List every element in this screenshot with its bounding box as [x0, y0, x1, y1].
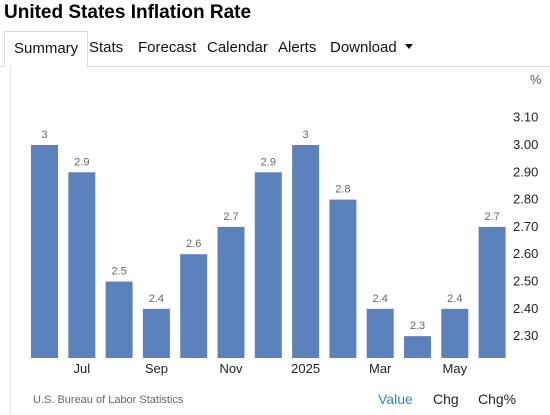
chart-bar [254, 172, 282, 358]
y-unit-label: % [530, 72, 542, 87]
chg-percent-button[interactable]: Chg% [478, 391, 517, 407]
x-tick-label: Sep [145, 361, 168, 376]
bar-data-label: 2.8 [335, 184, 350, 196]
chart-bar [68, 172, 96, 358]
x-tick-label: May [443, 361, 468, 376]
chart-bar [180, 254, 208, 358]
chart-bar [217, 226, 245, 358]
chart-bar [105, 281, 133, 358]
x-tick-label: Mar [369, 361, 392, 376]
tab-download[interactable]: Download [330, 31, 413, 67]
chart-bar [404, 336, 431, 358]
y-tick-label: 2.30 [513, 328, 538, 343]
source-label: U.S. Bureau of Labor Statistics [33, 394, 184, 406]
tab-calendar[interactable]: Calendar [207, 39, 268, 56]
y-tick-label: 2.90 [513, 164, 538, 179]
value-button[interactable]: Value [378, 391, 413, 407]
y-tick-label: 2.70 [513, 219, 538, 234]
y-tick-label: 2.50 [513, 274, 538, 289]
bar-data-label: 3 [41, 129, 47, 141]
bar-data-label: 2.6 [186, 238, 201, 250]
y-tick-label: 2.80 [513, 192, 538, 207]
chart-panel [10, 66, 550, 415]
x-tick-label: Nov [219, 361, 243, 376]
bar-data-label: 3 [303, 129, 309, 141]
bar-data-label: 2.3 [410, 320, 425, 332]
chart-bar [329, 199, 357, 358]
chart-bar [292, 144, 320, 358]
tab-alerts[interactable]: Alerts [278, 39, 317, 56]
page-title: United States Inflation Rate [4, 2, 252, 23]
chart-bar [31, 144, 58, 358]
x-tick-label: 2025 [291, 361, 320, 376]
chart-bar [441, 308, 469, 358]
bar-data-label: 2.4 [149, 293, 164, 305]
bar-data-label: 2.9 [261, 156, 276, 168]
bar-data-label: 2.4 [373, 293, 388, 305]
bar-data-label: 2.7 [484, 211, 499, 223]
y-tick-label: 3.00 [513, 137, 538, 152]
y-tick-label: 3.10 [513, 110, 538, 125]
tab-forecast[interactable]: Forecast [138, 39, 197, 56]
y-tick-label: 2.60 [513, 246, 538, 261]
bar-data-label: 2.7 [223, 211, 238, 223]
chg-button[interactable]: Chg [433, 391, 459, 407]
chart-bar [478, 226, 506, 358]
x-tick-label: Jul [73, 361, 90, 376]
bar-data-label: 2.5 [111, 266, 126, 278]
tab-download-label: Download [330, 39, 397, 56]
tab-bar: Summary Stats Forecast Calendar Alerts D… [0, 31, 550, 68]
bar-data-label: 2.9 [74, 156, 89, 168]
chart-bar [142, 308, 170, 358]
tab-summary[interactable]: Summary [4, 31, 89, 68]
y-tick-label: 2.40 [513, 301, 538, 316]
bar-data-label: 2.4 [447, 293, 462, 305]
chart-bar [366, 308, 394, 358]
tab-stats[interactable]: Stats [89, 39, 124, 56]
chevron-down-icon [404, 43, 413, 49]
inflation-chart: 3 2.9 2.5 2.4 2.6 2.7 2.9 3 2.8 2.4 2.3 2.4 2.7 Jul Se… [31, 72, 542, 376]
